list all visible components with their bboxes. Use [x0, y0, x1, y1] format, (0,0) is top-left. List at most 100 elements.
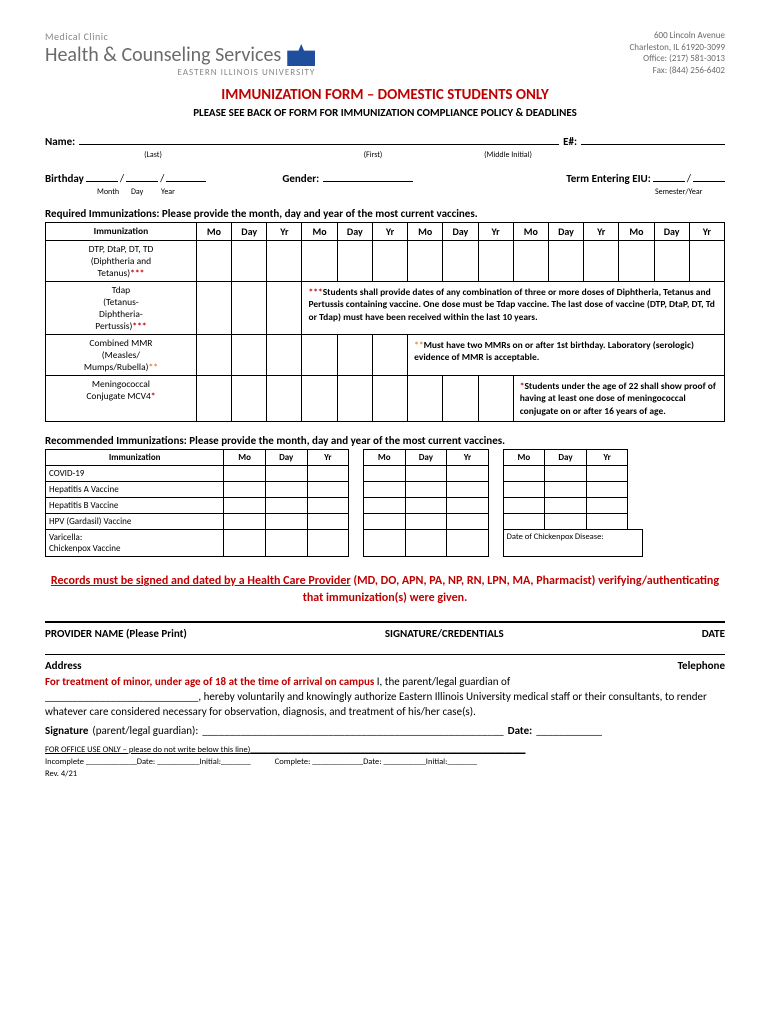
- date-cell[interactable]: [478, 376, 513, 422]
- date-cell[interactable]: [586, 498, 628, 514]
- date-cell[interactable]: [363, 498, 405, 514]
- date-cell[interactable]: [503, 482, 545, 498]
- date-cell[interactable]: [267, 335, 302, 376]
- date-cell[interactable]: [224, 530, 266, 557]
- date-cell[interactable]: [447, 530, 489, 557]
- date-cell[interactable]: [232, 335, 267, 376]
- date-cell[interactable]: [307, 530, 349, 557]
- birthday-day-input[interactable]: [126, 170, 158, 182]
- date-cell[interactable]: [363, 530, 405, 557]
- date-cell[interactable]: [503, 514, 545, 530]
- note-dtp: ***Students shall provide dates of any c…: [302, 282, 725, 335]
- date-cell[interactable]: [337, 376, 372, 422]
- date-cell[interactable]: [267, 282, 302, 335]
- date-cell[interactable]: [372, 335, 407, 376]
- name-row: Name: E#:: [45, 133, 725, 148]
- birthday-month-input[interactable]: [86, 170, 118, 182]
- date-cell[interactable]: [224, 514, 266, 530]
- gender-input[interactable]: [323, 170, 413, 182]
- term-sem-input[interactable]: [653, 170, 685, 182]
- address-label: Address: [45, 659, 82, 672]
- date-cell[interactable]: [265, 514, 307, 530]
- date-cell[interactable]: [654, 241, 689, 282]
- date-cell[interactable]: [372, 241, 407, 282]
- guardian-date-input[interactable]: ____________: [536, 724, 602, 737]
- date-cell[interactable]: [443, 241, 478, 282]
- date-cell[interactable]: [405, 498, 447, 514]
- term-year-input[interactable]: [693, 170, 725, 182]
- date-cell[interactable]: [584, 241, 619, 282]
- date-cell[interactable]: [363, 466, 405, 482]
- date-cell[interactable]: [405, 530, 447, 557]
- date-cell[interactable]: [302, 335, 337, 376]
- date-cell[interactable]: [232, 241, 267, 282]
- date-cell[interactable]: [267, 241, 302, 282]
- date-cell[interactable]: [232, 376, 267, 422]
- date-cell[interactable]: [265, 466, 307, 482]
- date-cell[interactable]: [224, 466, 266, 482]
- date-cell[interactable]: [503, 498, 545, 514]
- birthday-year-input[interactable]: [166, 170, 206, 182]
- date-cell[interactable]: [408, 376, 443, 422]
- date-cell[interactable]: [545, 514, 587, 530]
- date-cell[interactable]: [545, 498, 587, 514]
- date-cell[interactable]: [196, 335, 231, 376]
- date-cell[interactable]: [503, 466, 545, 482]
- date-cell[interactable]: [363, 514, 405, 530]
- date-cell[interactable]: [545, 482, 587, 498]
- date-cell[interactable]: [405, 466, 447, 482]
- date-cell[interactable]: [307, 498, 349, 514]
- row2: Birthday / / Gender: Term Entering EIU: …: [45, 170, 725, 185]
- date-cell[interactable]: [586, 466, 628, 482]
- date-cell[interactable]: [408, 241, 443, 282]
- date-cell[interactable]: [196, 241, 231, 282]
- date-cell[interactable]: [689, 241, 724, 282]
- date-cell[interactable]: [478, 241, 513, 282]
- date-cell[interactable]: [447, 466, 489, 482]
- date-cell[interactable]: [232, 282, 267, 335]
- date-cell[interactable]: [302, 241, 337, 282]
- date-cell[interactable]: [447, 498, 489, 514]
- table-row: HPV (Gardasil) Vaccine: [46, 514, 643, 530]
- date-cell[interactable]: [337, 241, 372, 282]
- date-cell[interactable]: [405, 482, 447, 498]
- date-cell[interactable]: [265, 482, 307, 498]
- date-cell[interactable]: [224, 482, 266, 498]
- enumber-input[interactable]: [581, 133, 725, 145]
- gender-label: Gender:: [282, 172, 319, 185]
- name-input[interactable]: [79, 133, 559, 145]
- date-cell[interactable]: [372, 376, 407, 422]
- date-cell[interactable]: [513, 241, 548, 282]
- date-cell[interactable]: [586, 514, 628, 530]
- date-cell[interactable]: [265, 498, 307, 514]
- logo-line3: EASTERN ILLINOIS UNIVERSITY: [45, 67, 315, 78]
- date-cell[interactable]: [447, 482, 489, 498]
- date-cell[interactable]: [447, 514, 489, 530]
- date-cell[interactable]: [307, 466, 349, 482]
- date-cell[interactable]: [443, 376, 478, 422]
- date-cell[interactable]: [302, 376, 337, 422]
- date-cell[interactable]: [619, 241, 654, 282]
- col-day: Day: [545, 450, 587, 466]
- date-cell[interactable]: [307, 482, 349, 498]
- office-incomplete[interactable]: Incomplete ____________Date: __________I…: [45, 757, 251, 767]
- date-cell[interactable]: [307, 514, 349, 530]
- date-cell[interactable]: [196, 282, 231, 335]
- date-cell[interactable]: [548, 241, 583, 282]
- addr-line: Charleston, IL 61920-3099: [629, 42, 725, 54]
- date-cell[interactable]: [224, 498, 266, 514]
- date-cell[interactable]: [337, 335, 372, 376]
- office-complete[interactable]: Complete: ____________Date: __________In…: [275, 757, 477, 767]
- date-cell[interactable]: [545, 466, 587, 482]
- term-label: Term Entering EIU:: [566, 172, 651, 185]
- date-cell[interactable]: [267, 376, 302, 422]
- date-cell[interactable]: [265, 530, 307, 557]
- month-sublabel: Month: [97, 187, 131, 197]
- chickenpox-date-cell[interactable]: Date of Chickenpox Disease:: [503, 530, 643, 557]
- date-cell[interactable]: [586, 482, 628, 498]
- guardian-sig-input[interactable]: ________________________________________…: [202, 724, 503, 737]
- date-cell[interactable]: [405, 514, 447, 530]
- date-cell[interactable]: [196, 376, 231, 422]
- minor-consent: For treatment of minor, under age of 18 …: [45, 674, 725, 720]
- date-cell[interactable]: [363, 482, 405, 498]
